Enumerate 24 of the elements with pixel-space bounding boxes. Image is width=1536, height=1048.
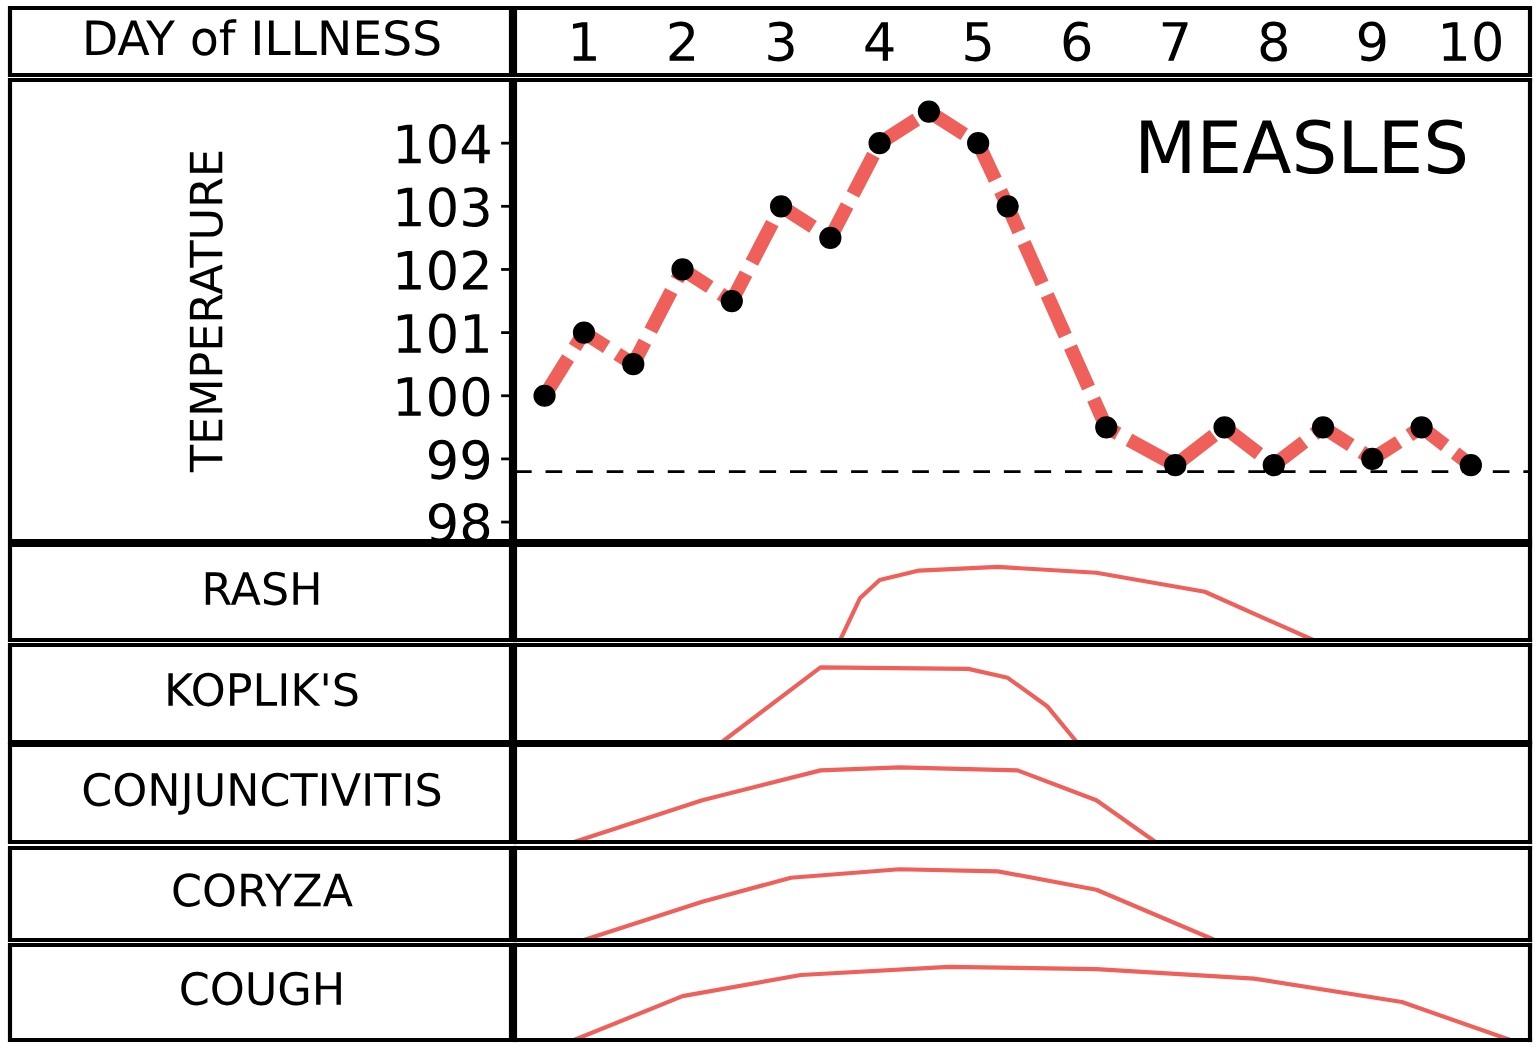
- x-tick-label: 1: [572, 22, 596, 61]
- x-tick-label: 2: [669, 21, 695, 61]
- y-tick-label: 103: [397, 187, 489, 228]
- chart-title: MEASLES: [1141, 119, 1466, 175]
- y-tick-label: 100: [397, 376, 490, 417]
- y-axis-title: RASH: [205, 571, 319, 606]
- y-axis-title: CONJUNCTIVITIS: [83, 772, 441, 815]
- x-axis-title: DAY of ILLNESS: [86, 19, 440, 56]
- x-tick-label: 9: [1358, 21, 1386, 62]
- y-tick-label: 99: [428, 439, 490, 480]
- y-axis-title: TEMPERATURE: [189, 151, 223, 473]
- x-tick-label: 10: [1443, 21, 1501, 62]
- y-tick-label: 104: [397, 124, 490, 164]
- y-tick-label: 102: [397, 250, 488, 291]
- x-tick-label: 8: [1260, 21, 1287, 62]
- x-tick-label: 4: [865, 22, 894, 61]
- x-tick-label: 6: [1063, 21, 1091, 62]
- y-axis-title: CORYZA: [173, 873, 353, 907]
- y-axis-title: COUGH: [181, 971, 341, 1006]
- y-tick-label: 101: [397, 313, 488, 354]
- x-tick-label: 3: [768, 21, 794, 62]
- y-axis-title: KOPLIK'S: [168, 672, 358, 707]
- x-tick-label: 5: [965, 22, 991, 62]
- x-tick-label: 7: [1162, 22, 1188, 61]
